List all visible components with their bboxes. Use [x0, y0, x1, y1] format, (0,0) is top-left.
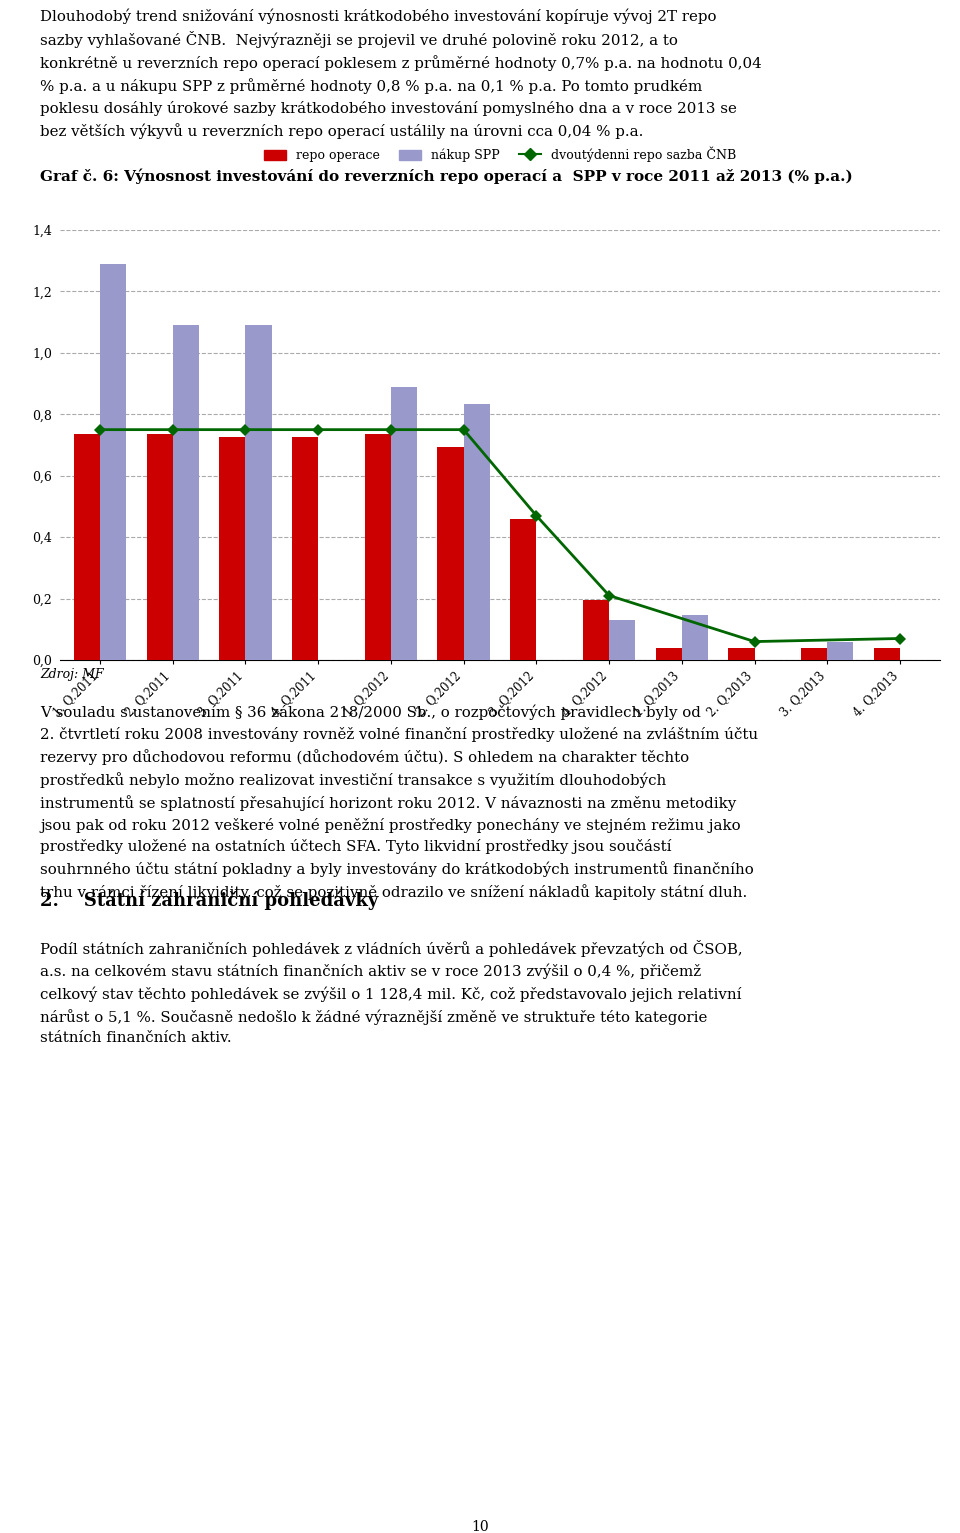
Bar	[583, 599, 609, 661]
Text: Graf č. 6: Výnosnost investování do reverzních repo operací a  SPP v roce 2011 a: Graf č. 6: Výnosnost investování do reve…	[40, 169, 853, 184]
Text: 2.    Státní zahraniční pohledávky: 2. Státní zahraniční pohledávky	[40, 891, 378, 909]
Bar	[246, 325, 272, 661]
Bar	[438, 446, 464, 661]
Bar	[219, 437, 246, 661]
Bar	[391, 386, 417, 661]
Bar	[609, 619, 636, 661]
Bar	[464, 403, 490, 661]
Text: Zdroj: MF: Zdroj: MF	[40, 668, 104, 681]
Bar	[100, 264, 126, 661]
Bar	[828, 642, 853, 661]
Bar	[656, 648, 682, 661]
Bar	[365, 434, 391, 661]
Legend: repo operace, nákup SPP, dvoutýdenni repo sazba ČNB: repo operace, nákup SPP, dvoutýdenni rep…	[258, 141, 741, 167]
Text: 10: 10	[471, 1521, 489, 1533]
Text: Dlouhodobý trend snižování výnosnosti krátkodobého investování kopíruje vývoj 2T: Dlouhodobý trend snižování výnosnosti kr…	[40, 8, 762, 138]
Bar	[74, 434, 100, 661]
Bar	[173, 325, 199, 661]
Bar	[801, 648, 828, 661]
Bar	[874, 648, 900, 661]
Bar	[729, 648, 755, 661]
Bar	[292, 437, 318, 661]
Bar	[510, 518, 537, 661]
Bar	[147, 434, 173, 661]
Text: Podíl státních zahraničních pohledávek z vládních úvěrů a pohledávek převzatých : Podíl státních zahraničních pohledávek z…	[40, 940, 743, 1046]
Bar	[682, 615, 708, 661]
Text: V souladu s ustanovením § 36 zákona 218/2000 Sb., o rozpočtových pravidlech byly: V souladu s ustanovením § 36 zákona 218/…	[40, 705, 758, 900]
